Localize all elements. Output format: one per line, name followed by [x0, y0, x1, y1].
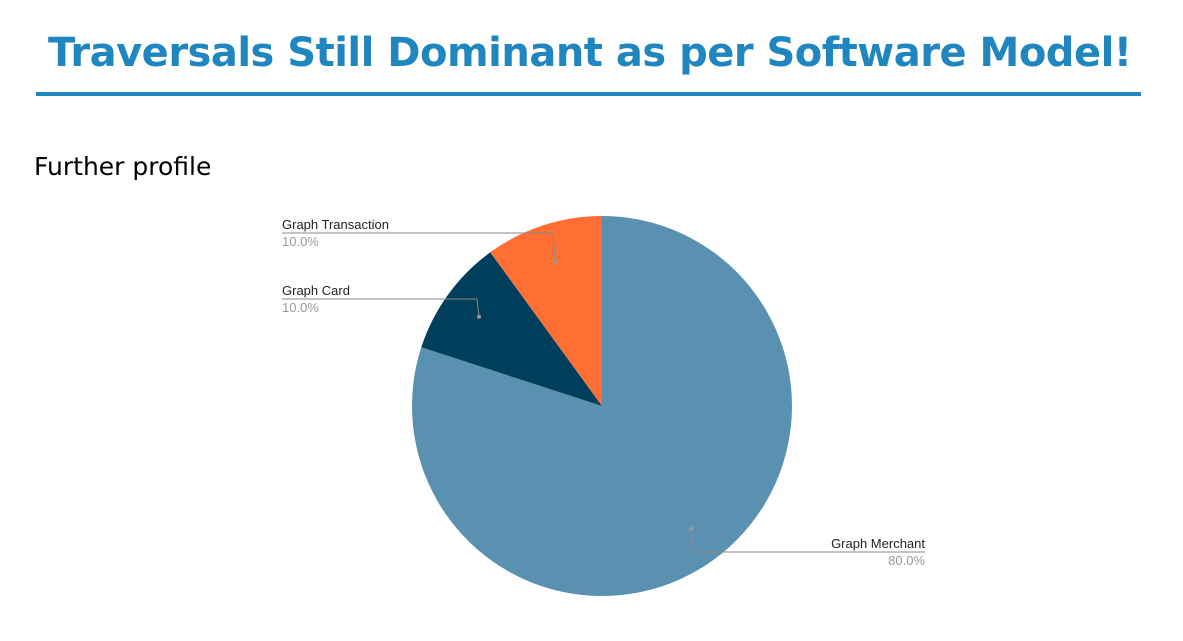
slice-label: Graph Card [282, 283, 350, 298]
slice-percent-label: 80.0% [888, 553, 925, 568]
leader-line [282, 232, 556, 262]
leader-line [282, 298, 480, 317]
slide-title: Traversals Still Dominant as per Softwar… [48, 30, 1132, 76]
leader-line [690, 528, 925, 553]
slice-percent-label: 10.0% [282, 234, 319, 249]
slide-subtitle: Further profile [34, 152, 212, 181]
pie-slice-graph-card [421, 252, 602, 406]
slice-label: Graph Merchant [831, 536, 925, 551]
slice-label: Graph Transaction [282, 217, 389, 232]
pie-slices [412, 216, 793, 596]
pie-labels: Graph Merchant 80.0% Graph Card 10.0% Graph … [282, 217, 925, 568]
pie-slice-graph-transaction [490, 216, 602, 406]
title-underline [36, 92, 1141, 96]
slice-percent-label: 10.0% [282, 300, 319, 315]
